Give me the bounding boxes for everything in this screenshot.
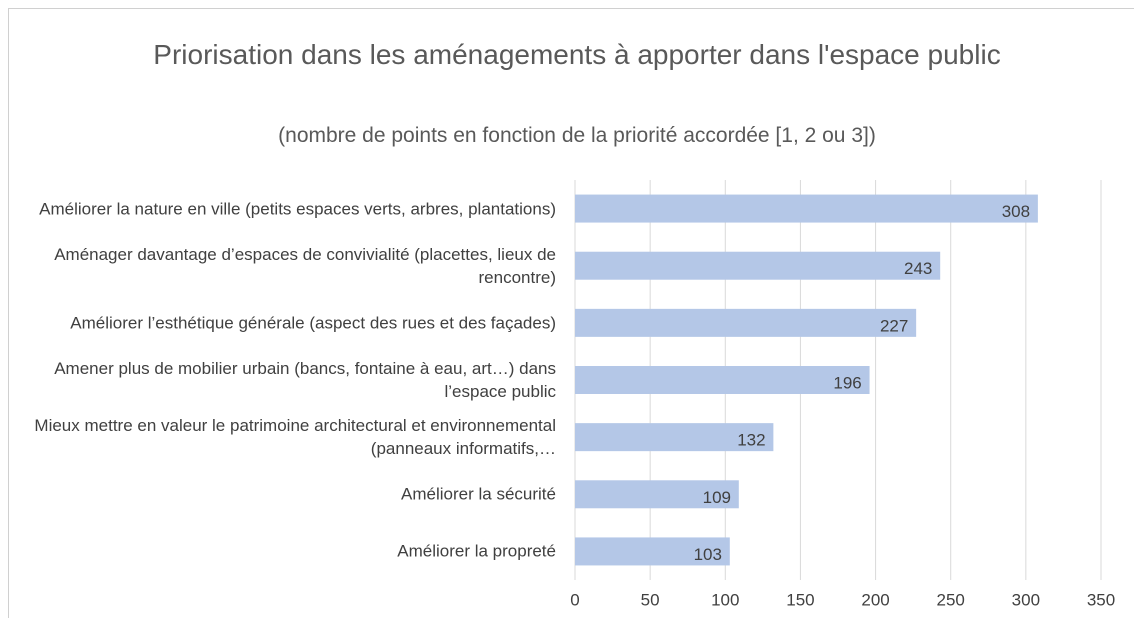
y-tick-label: Amener plus de mobilier urbain (bancs, f… (54, 359, 556, 401)
data-label: 243 (904, 259, 932, 278)
bar (575, 308, 917, 337)
x-tick-label: 300 (1012, 590, 1040, 609)
x-tick-label: 200 (861, 590, 889, 609)
chart-subtitle: (nombre de points en fonction de la prio… (278, 124, 876, 147)
y-tick-label: Améliorer l’esthétique générale (aspect … (70, 313, 556, 333)
chart-frame (8, 8, 1134, 618)
x-tick-label: 250 (937, 590, 965, 609)
bar (575, 480, 739, 509)
data-label: 132 (737, 431, 765, 450)
bar (575, 537, 730, 566)
data-label: 196 (833, 373, 861, 392)
bar (575, 366, 870, 394)
bar (575, 251, 941, 280)
x-tick-label: 50 (641, 590, 660, 609)
data-label: 227 (880, 316, 908, 335)
x-tick-label: 0 (570, 590, 579, 609)
chart-title: Priorisation dans les aménagements à app… (153, 39, 1001, 70)
y-tick-label: Améliorer la nature en ville (petits esp… (39, 199, 556, 219)
y-tick-label: Aménager davantage d’espaces de convivia… (54, 244, 556, 287)
bar (575, 194, 1038, 223)
data-label: 103 (694, 545, 722, 564)
x-tick-label: 100 (711, 590, 739, 609)
bar (575, 423, 774, 452)
data-label: 308 (1002, 202, 1030, 221)
y-tick-label: Mieux mettre en valeur le patrimoine arc… (34, 416, 556, 459)
x-tick-label: 150 (786, 590, 814, 609)
data-label: 109 (703, 488, 731, 507)
y-tick-label: Améliorer la propreté (397, 541, 556, 561)
x-tick-label: 350 (1087, 590, 1115, 609)
y-tick-label: Améliorer la sécurité (401, 484, 556, 504)
